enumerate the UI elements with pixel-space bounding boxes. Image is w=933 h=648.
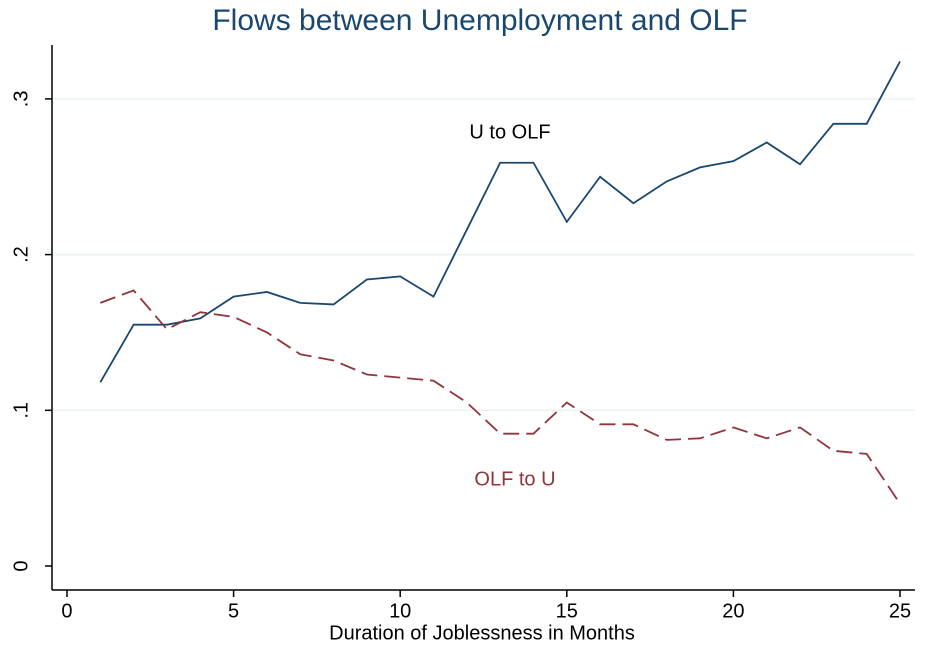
x-tick-label: 20 xyxy=(722,600,744,622)
x-axis-label: Duration of Joblessness in Months xyxy=(329,622,635,644)
y-tick-label: 0 xyxy=(10,560,32,571)
y-tick-label: .3 xyxy=(10,91,32,108)
series-label: OLF to U xyxy=(474,468,555,490)
y-tick-label: .2 xyxy=(10,246,32,263)
series-line xyxy=(99,289,901,505)
x-tick-label: 0 xyxy=(61,600,72,622)
series-label: U to OLF xyxy=(469,121,550,143)
chart-title: Flows between Unemployment and OLF xyxy=(212,4,747,37)
x-tick-label: 25 xyxy=(889,600,911,622)
series-line xyxy=(99,61,901,383)
x-tick-label: 10 xyxy=(389,600,411,622)
y-tick-label: .1 xyxy=(10,402,32,419)
x-tick-label: 5 xyxy=(228,600,239,622)
x-tick-label: 15 xyxy=(556,600,578,622)
